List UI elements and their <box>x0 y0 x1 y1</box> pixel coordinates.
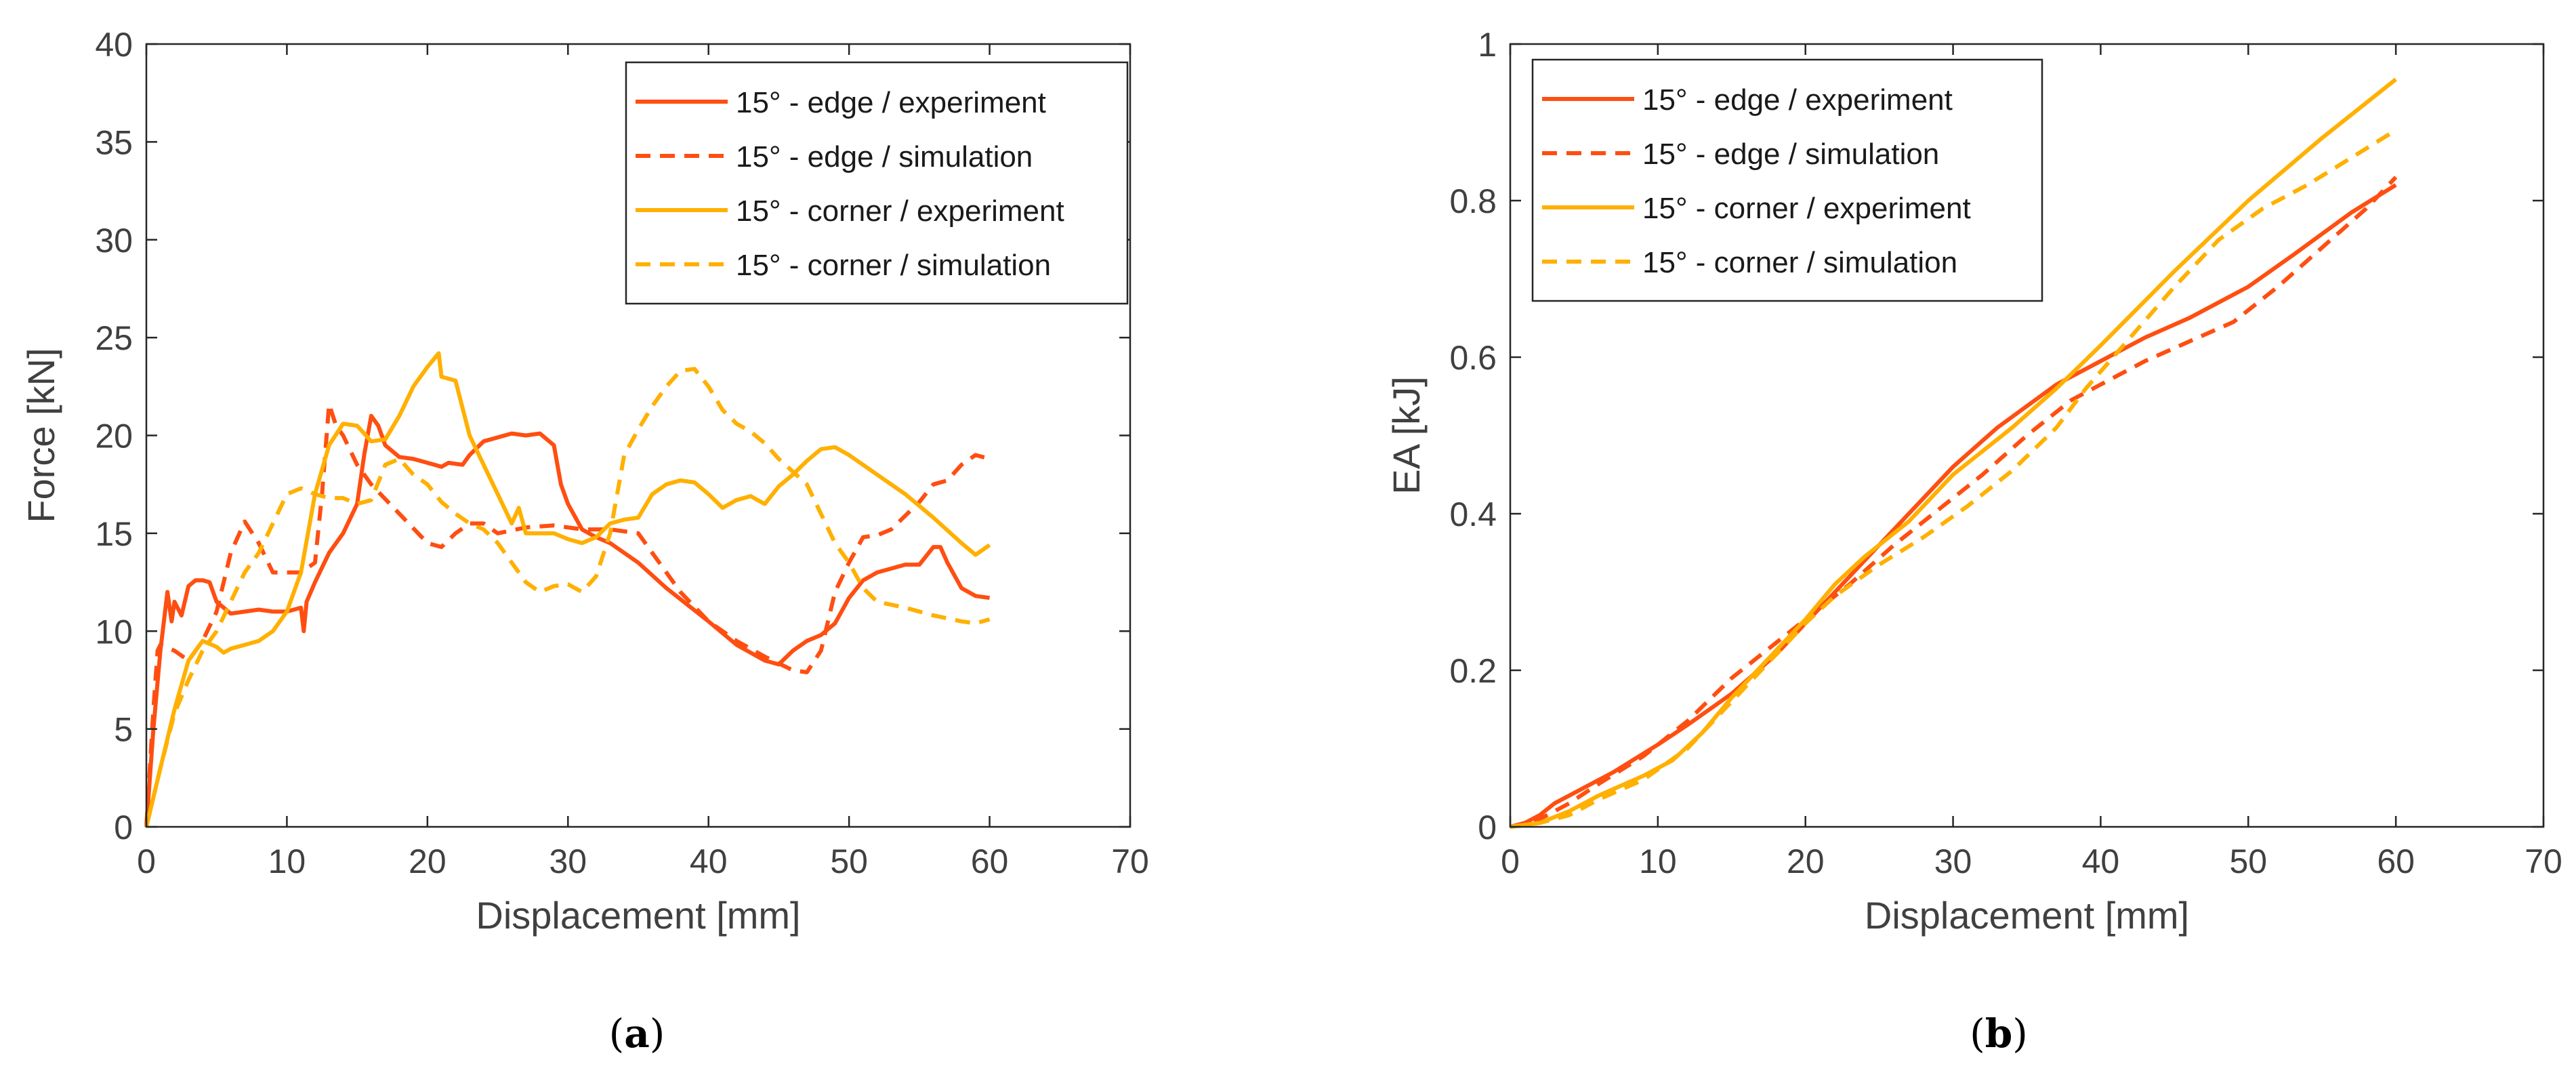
caption-paren-open: ( <box>1970 1011 1985 1057</box>
y-tick-label: 0.4 <box>1449 495 1497 533</box>
x-tick-label: 10 <box>268 842 306 880</box>
y-axis-label: Force [kN] <box>20 348 62 523</box>
legend-label-2: 15° - corner / experiment <box>736 195 1064 228</box>
x-axis-label: Displacement [mm] <box>476 894 800 937</box>
chart-b: 0 10 20 30 40 50 60 70 0 0.2 0.4 0.6 0.8 1 Displacemen… <box>1385 26 2562 1057</box>
legend-label-2: 15° - corner / experiment <box>1642 192 1971 225</box>
axes-box <box>1509 43 2545 828</box>
subfigure-caption: (a) <box>609 1011 665 1057</box>
x-tick-label: 60 <box>971 842 1009 880</box>
series-line-0 <box>144 413 991 828</box>
caption-paren-open: ( <box>609 1011 625 1057</box>
legend: 15° - edge / experiment 15° - edge / simu… <box>1531 58 2043 302</box>
legend-label-0: 15° - edge / experiment <box>736 86 1046 119</box>
caption-paren-close: ) <box>650 1011 665 1057</box>
series-line-1 <box>144 402 991 828</box>
y-tick-label: 0.8 <box>1449 182 1497 220</box>
x-tick-label: 60 <box>2377 842 2415 880</box>
x-axis-label: Displacement [mm] <box>1865 894 2189 937</box>
legend-label-1: 15° - edge / simulation <box>736 140 1033 174</box>
x-tick-label: 30 <box>549 842 587 880</box>
legend-label-1: 15° - edge / simulation <box>1642 138 1939 171</box>
y-tick-label: 30 <box>95 222 133 260</box>
x-tick-label: 40 <box>690 842 728 880</box>
legend: 15° - edge / experiment 15° - edge / simu… <box>625 61 1129 305</box>
caption-letter: b <box>1985 1011 2013 1057</box>
series-line-0 <box>1510 183 2397 829</box>
series-line-2 <box>144 351 991 828</box>
chart-a: 0 10 20 30 40 50 60 70 0 5 10 15 20 25 30 35 40 Displacem… <box>20 26 1149 1057</box>
y-tick-label: 20 <box>95 417 133 455</box>
x-tick-label: 40 <box>2082 842 2120 880</box>
series-line-3 <box>1510 128 2397 829</box>
x-tick-label: 0 <box>1501 842 1520 880</box>
y-tick-label: 0.2 <box>1449 652 1497 690</box>
series-line-2 <box>1510 77 2397 829</box>
x-tick-label: 70 <box>1111 842 1149 880</box>
series-line-1 <box>1510 176 2398 829</box>
x-tick-label: 0 <box>137 842 156 880</box>
y-tick-label: 15 <box>95 515 133 553</box>
y-tick-label: 35 <box>95 123 133 161</box>
x-tick-label: 10 <box>1639 842 1677 880</box>
caption-paren-close: ) <box>2012 1011 2028 1057</box>
legend-label-0: 15° - edge / experiment <box>1642 83 1953 117</box>
x-tick-label: 50 <box>830 842 868 880</box>
x-tick-label: 70 <box>2525 842 2562 880</box>
y-tick-label: 0 <box>1478 809 1497 847</box>
x-tick-label: 30 <box>1934 842 1972 880</box>
y-axis-label: EA [kJ] <box>1385 376 1428 494</box>
y-tick-label: 5 <box>114 711 133 749</box>
caption-letter: a <box>624 1011 650 1057</box>
legend-label-3: 15° - corner / simulation <box>736 249 1051 282</box>
legend-label-3: 15° - corner / simulation <box>1642 246 1957 279</box>
y-tick-label: 0 <box>114 809 133 847</box>
y-tick-label: 25 <box>95 319 133 357</box>
x-tick-label: 20 <box>1787 842 1825 880</box>
y-tick-label: 1 <box>1478 26 1497 64</box>
y-tick-label: 0.6 <box>1449 339 1497 377</box>
y-tick-label: 10 <box>95 613 133 651</box>
y-tick-label: 40 <box>95 26 133 64</box>
x-tick-label: 20 <box>409 842 446 880</box>
x-tick-label: 50 <box>2229 842 2267 880</box>
series-line-3 <box>144 367 991 828</box>
subfigure-caption: (b) <box>1970 1011 2028 1057</box>
